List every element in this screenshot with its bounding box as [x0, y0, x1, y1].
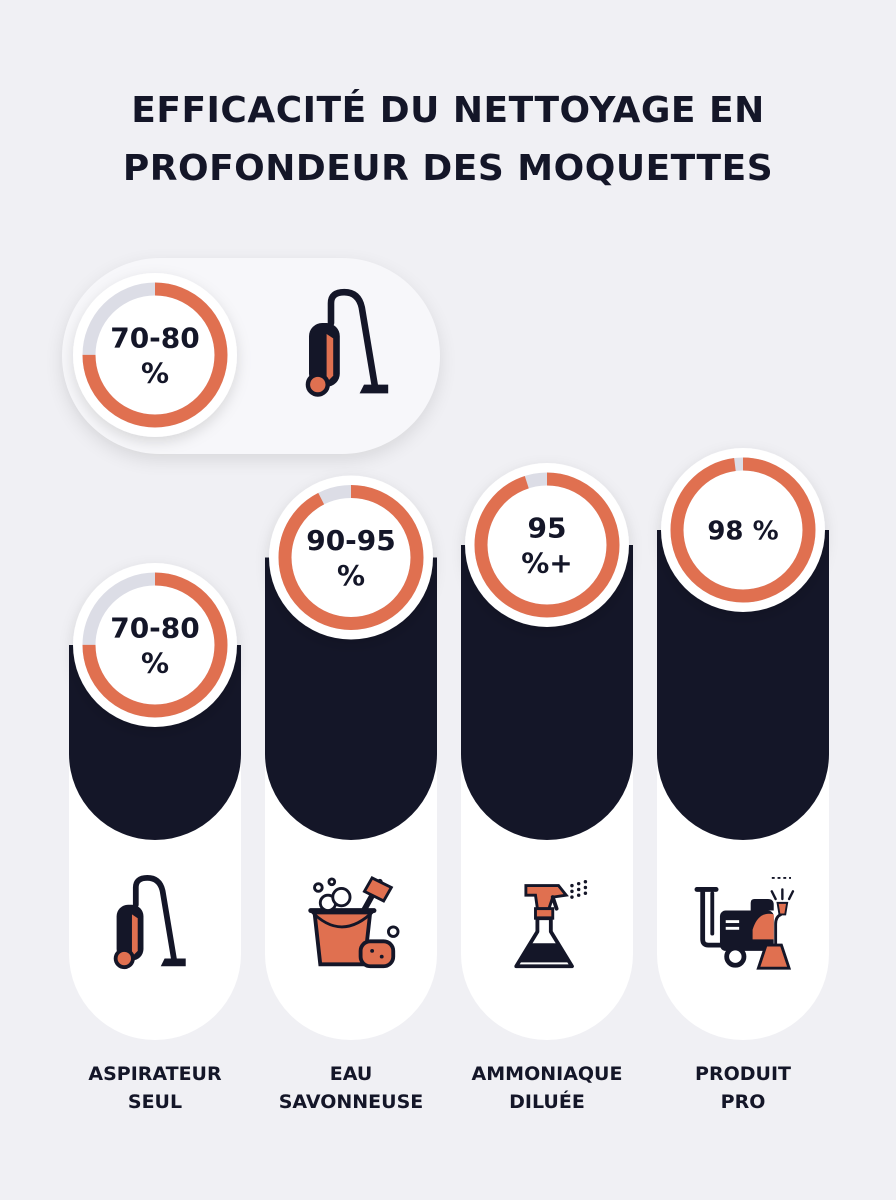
- data-label-4-badge: [661, 448, 825, 612]
- category-label-1-line-2: SEUL: [127, 1091, 183, 1113]
- category-label-2: EAU SAVONNEUSE: [251, 1060, 451, 1116]
- legend-inset: 70-80%: [73, 273, 389, 437]
- data-label-3-badge: [465, 463, 629, 627]
- legend-gauge-badge: [73, 273, 237, 437]
- data-label-3: 95%+: [465, 463, 629, 627]
- data-label-4: 98 %: [661, 448, 825, 612]
- category-label-2-line-2: SAVONNEUSE: [278, 1091, 424, 1113]
- chart-title-line-1: EFFICACITÉ DU NETTOYAGE EN: [131, 90, 765, 131]
- column-4: 98 %: [657, 448, 829, 1040]
- category-label-4-line-1: PRODUIT: [695, 1063, 791, 1085]
- bar-3: [461, 545, 633, 840]
- category-label-2-line-1: EAU: [329, 1063, 373, 1085]
- data-label-1-label-line-1: 70-80: [110, 612, 200, 645]
- spray-bottle-icon: [514, 880, 588, 969]
- bucket-sponge-icon: [308, 876, 400, 969]
- category-label-1-line-1: ASPIRATEUR: [88, 1063, 222, 1085]
- data-label-2-badge: [269, 475, 433, 640]
- legend-gauge-label-line-2: %: [141, 357, 169, 390]
- data-label-3-label-line-1: 95: [528, 512, 567, 545]
- column-3: 95%+: [461, 463, 633, 1040]
- bar-4: [657, 530, 829, 840]
- vacuum-cleaner-icon: [113, 875, 186, 970]
- legend-gauge-label-line-1: 70-80: [110, 322, 200, 355]
- data-label-1-label-line-2: %: [141, 647, 169, 680]
- chart-title-line-2: PROFONDEUR DES MOQUETTES: [122, 148, 774, 189]
- legend-gauge: 70-80%: [73, 273, 237, 437]
- data-label-2-label-line-1: 90-95: [306, 524, 396, 557]
- column-2: 90-95%: [265, 475, 437, 1040]
- category-label-4: PRODUIT PRO: [643, 1060, 843, 1116]
- data-label-1-badge: [73, 563, 237, 727]
- data-label-4-label-line-1: 98 %: [707, 516, 778, 546]
- data-label-2: 90-95%: [269, 475, 433, 640]
- column-1: 70-80%: [69, 563, 241, 1040]
- data-label-3-arc: [474, 472, 620, 618]
- columns-layer: 70-80%90-95%95%+98 %: [69, 448, 829, 1040]
- chart-title: EFFICACITÉ DU NETTOYAGE EN PROFONDEUR DE…: [0, 82, 896, 198]
- data-label-2-label-line-2: %: [337, 559, 365, 592]
- category-label-3-line-1: AMMONIAQUE: [471, 1063, 623, 1085]
- data-label-1-arc: [82, 572, 228, 718]
- bar-2: [265, 557, 437, 840]
- data-label-4-arc: [670, 457, 816, 603]
- data-label-3-label-line-2: %+: [521, 547, 573, 580]
- category-label-3-line-2: DILUÉE: [509, 1091, 585, 1113]
- data-label-1: 70-80%: [73, 563, 237, 727]
- legend-gauge-arc: [82, 282, 228, 428]
- category-label-3: AMMONIAQUE DILUÉE: [447, 1060, 647, 1116]
- vacuum-cleaner-icon: [305, 288, 389, 397]
- category-label-1: ASPIRATEUR SEUL: [55, 1060, 255, 1116]
- data-label-2-arc: [278, 485, 424, 630]
- category-label-4-line-2: PRO: [720, 1091, 766, 1113]
- carpet-extractor-icon: [694, 876, 795, 970]
